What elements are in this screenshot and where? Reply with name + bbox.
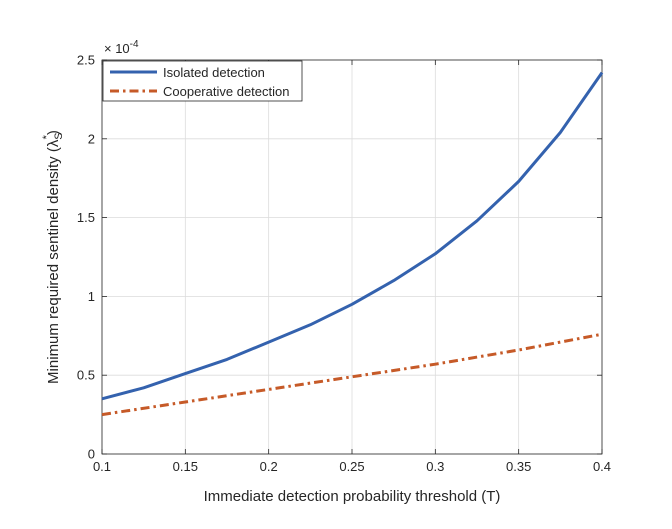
y-tick-label: 0: [88, 447, 95, 462]
y-axis-exponent-power: -4: [130, 39, 139, 50]
y-axis-label: Minimum required sentinel density (λS*): [41, 130, 65, 384]
y-axis-label-sub: S: [53, 132, 65, 139]
y-axis-label-sup: *: [41, 134, 53, 139]
legend: Isolated detection Cooperative detection: [102, 60, 303, 102]
x-tick-label: 0.35: [506, 459, 531, 474]
series-line-cooperative: [101, 332, 603, 417]
y-tick-label: 2: [88, 131, 95, 146]
x-tick-label: 0.25: [339, 459, 364, 474]
y-tick-label: 0.5: [77, 368, 95, 383]
y-axis-exponent-base: × 10: [104, 41, 130, 56]
y-axis-ticks: 0 0.5 1 1.5 2 2.5: [77, 53, 602, 462]
legend-label-cooperative: Cooperative detection: [163, 84, 289, 99]
legend-label-isolated: Isolated detection: [163, 65, 265, 80]
y-axis-label-main: Minimum required sentinel density (λ: [45, 139, 62, 384]
y-tick-label: 1.5: [77, 210, 95, 225]
grid: [101, 59, 603, 455]
x-tick-label: 0.3: [426, 459, 444, 474]
x-axis-label: Immediate detection probability threshol…: [204, 488, 501, 505]
y-tick-label: 1: [88, 289, 95, 304]
x-axis-ticks: 0.1 0.15 0.2 0.25 0.3 0.35 0.4: [93, 60, 611, 474]
x-tick-label: 0.1: [93, 459, 111, 474]
legend-box: [102, 60, 303, 102]
y-axis-label-close: ): [45, 130, 62, 135]
series-layer: [101, 71, 604, 417]
x-tick-label: 0.15: [173, 459, 198, 474]
x-tick-label: 0.2: [260, 459, 278, 474]
x-tick-label: 0.4: [593, 459, 611, 474]
y-tick-label: 2.5: [77, 53, 95, 68]
series-line-isolated: [101, 71, 604, 401]
y-axis-exponent: × 10-4: [104, 39, 139, 56]
